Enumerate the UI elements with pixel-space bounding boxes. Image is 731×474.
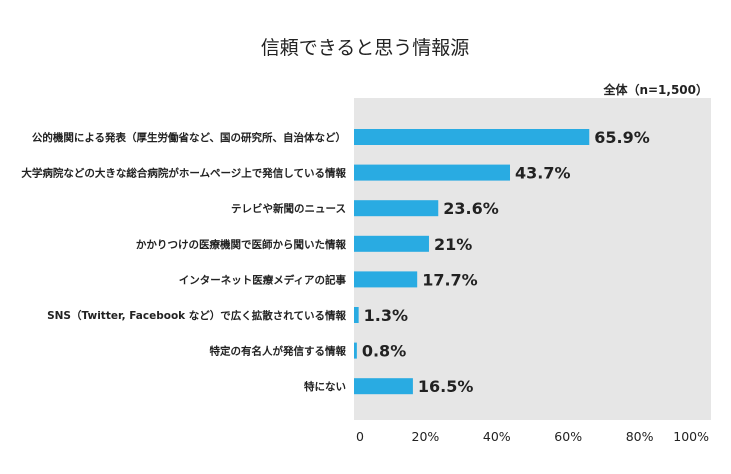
category-label: SNS（Twitter, Facebook など）で広く拡散されている情報	[47, 309, 346, 322]
bar	[354, 307, 359, 323]
value-label: 17.7%	[422, 270, 478, 289]
x-tick-label: 80%	[626, 429, 654, 444]
plot-background	[354, 98, 711, 420]
x-tick-label: 40%	[483, 429, 511, 444]
x-axis: 0 20% 40% 60% 80% 100%	[356, 429, 709, 444]
bar	[354, 200, 439, 217]
category-label: 特定の有名人が発信する情報	[210, 345, 347, 358]
value-label: 1.3%	[364, 306, 408, 325]
bar	[354, 235, 429, 252]
chart-title: 信頼できると思う情報源	[261, 37, 470, 59]
bar	[354, 342, 357, 359]
category-label: 公的機関による発表（厚生労働省など、国の研究所、自治体など）	[32, 131, 346, 144]
value-label: 65.9%	[594, 128, 650, 147]
value-label: 43.7%	[515, 164, 571, 183]
value-label: 21%	[434, 235, 472, 254]
category-label: インターネット医療メディアの記事	[179, 273, 347, 286]
category-label: かかりつけの医療機関で医師から聞いた情報	[136, 238, 347, 251]
value-label: 23.6%	[443, 199, 499, 218]
bars-layer: 公的機関による発表（厚生労働省など、国の研究所、自治体など） 65.9% 大学病院な…	[21, 128, 649, 396]
category-label: 特にない	[304, 380, 346, 393]
bar	[354, 378, 413, 395]
sample-size-note: 全体（n=1,500）	[602, 82, 708, 97]
x-tick-label: 100%	[673, 429, 709, 444]
category-label: 大学病院などの大きな総合病院がホームページ上で発信している情報	[21, 167, 346, 180]
value-label: 0.8%	[362, 342, 406, 361]
bar	[354, 129, 590, 145]
category-label: テレビや新聞のニュース	[231, 202, 346, 215]
x-tick-label: 60%	[554, 429, 582, 444]
value-label: 16.5%	[418, 377, 474, 396]
x-tick-label: 0	[356, 429, 364, 444]
bar	[354, 271, 418, 288]
bar	[354, 164, 511, 181]
x-tick-label: 20%	[412, 429, 440, 444]
